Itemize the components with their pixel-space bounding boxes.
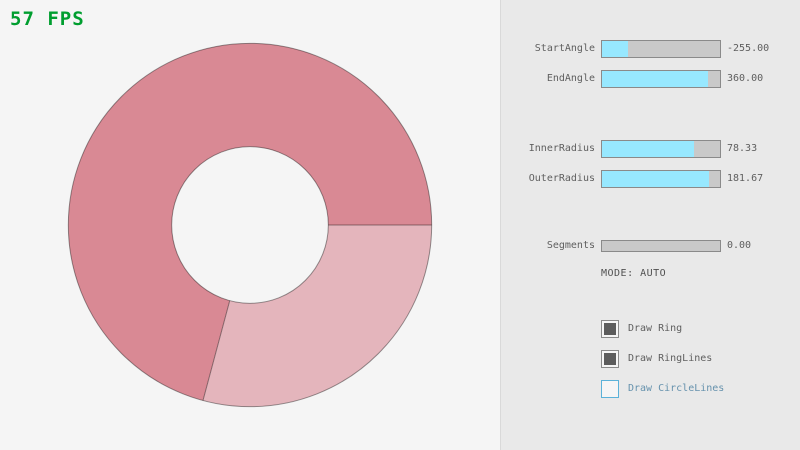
- slider-row-outerradius: OuterRadius 181.67: [501, 170, 800, 188]
- ring-figure: [67, 42, 433, 408]
- slider-row-segments: Segments 0.00: [501, 240, 800, 252]
- endangle-label: EndAngle: [546, 73, 595, 84]
- ring-outer-circle-line: [67, 42, 433, 408]
- draw-ring-label: Draw Ring: [628, 323, 683, 334]
- innerradius-value: 78.33: [727, 143, 758, 154]
- startangle-slider-fill: [602, 41, 628, 57]
- innerradius-label: InnerRadius: [528, 143, 595, 154]
- startangle-value: -255.00: [727, 43, 770, 54]
- outerradius-value: 181.67: [727, 173, 764, 184]
- startangle-slider[interactable]: [601, 40, 721, 58]
- segments-value: 0.00: [727, 240, 752, 251]
- draw-ringlines-label: Draw RingLines: [628, 353, 713, 364]
- draw-ringlines-checkbox[interactable]: [601, 350, 619, 368]
- slider-row-endangle: EndAngle 360.00: [501, 70, 800, 88]
- mode-label: MODE: AUTO: [601, 268, 667, 279]
- outerradius-slider-fill: [602, 171, 710, 187]
- draw-ring-checkbox[interactable]: [601, 320, 619, 338]
- endangle-slider-fill: [602, 71, 709, 87]
- slider-row-startangle: StartAngle -255.00: [501, 40, 800, 58]
- check-mark: [604, 353, 616, 365]
- innerradius-slider-fill: [602, 141, 695, 157]
- outerradius-label: OuterRadius: [528, 173, 595, 184]
- endangle-value: 360.00: [727, 73, 764, 84]
- segments-label: Segments: [546, 240, 595, 251]
- outerradius-slider[interactable]: [601, 170, 721, 188]
- ring-cap-line-start: [202, 300, 231, 401]
- fps-counter: 57 FPS: [10, 8, 85, 30]
- ring-sector-double: [68, 43, 432, 401]
- ring-sector-single: [202, 225, 432, 407]
- control-panel: StartAngle -255.00 EndAngle 360.00 Inner…: [500, 0, 800, 450]
- startangle-label: StartAngle: [534, 43, 595, 54]
- slider-row-innerradius: InnerRadius 78.33: [501, 140, 800, 158]
- ring-inner-circle-line: [171, 146, 329, 304]
- innerradius-slider[interactable]: [601, 140, 721, 158]
- ring-canvas: 57 FPS: [10, 8, 433, 408]
- segments-slider[interactable]: [601, 240, 721, 252]
- draw-circlelines-checkbox[interactable]: [601, 380, 619, 398]
- endangle-slider[interactable]: [601, 70, 721, 88]
- check-mark: [604, 323, 616, 335]
- draw-circlelines-label: Draw CircleLines: [628, 383, 725, 394]
